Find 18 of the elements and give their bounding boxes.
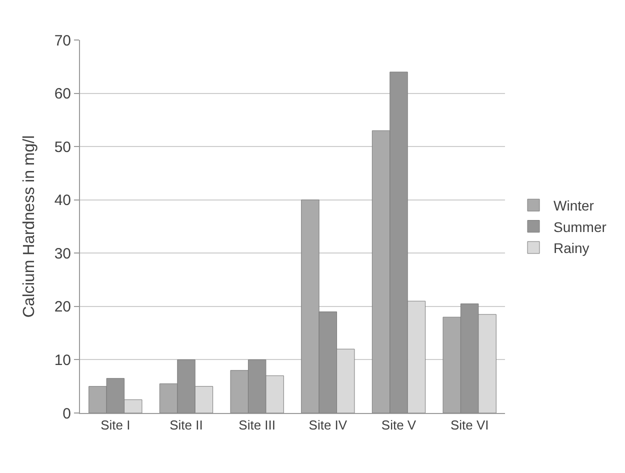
legend-label: Rainy [554, 240, 590, 256]
y-tick-label: 10 [54, 352, 71, 369]
y-axis-title: Calcium Hardness in mg/l [21, 135, 38, 318]
legend-label: Winter [554, 198, 594, 214]
x-tick-label: Site V [381, 418, 416, 433]
y-tick-label: 0 [62, 405, 71, 422]
x-tick-label: Site III [238, 418, 276, 433]
y-tick-label: 30 [54, 245, 71, 262]
y-tick-label: 50 [54, 138, 71, 156]
x-tick-label: Site VI [450, 418, 489, 433]
x-tick-label: Site II [170, 418, 203, 433]
legend-label: Summer [554, 218, 607, 235]
y-tick-label: 70 [54, 32, 71, 50]
y-tick-label: 40 [54, 192, 71, 210]
x-tick-label: Site IV [308, 418, 348, 433]
y-tick-label: 20 [54, 298, 71, 316]
y-tick-label: 60 [54, 86, 71, 103]
x-tick-label: Site I [100, 418, 130, 433]
